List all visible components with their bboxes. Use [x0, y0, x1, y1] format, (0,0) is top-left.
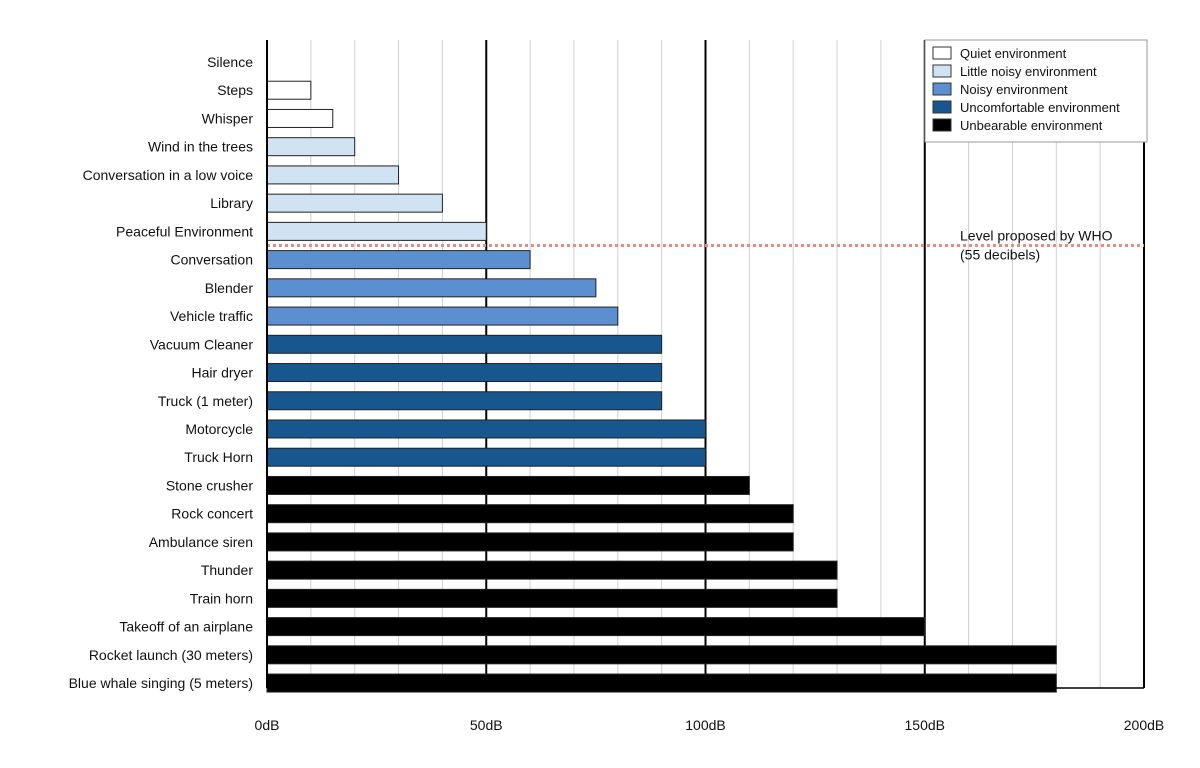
- category-label: Rocket launch (30 meters): [89, 647, 253, 663]
- category-labels: Silence Steps Whisper Wind in the trees Conv…: [69, 54, 254, 691]
- x-tick-label: 100dB: [685, 717, 725, 733]
- legend-swatch: [932, 64, 952, 78]
- legend-label: Quiet environment: [960, 46, 1067, 61]
- bar: [266, 645, 1057, 665]
- bar: [266, 334, 663, 354]
- bar: [266, 419, 706, 439]
- bar: [266, 108, 334, 128]
- bar: [266, 165, 400, 185]
- x-tick-label: 50dB: [470, 717, 503, 733]
- bar: [266, 560, 838, 580]
- bar: [266, 532, 794, 552]
- who-reference-label: Level proposed by WHO: [960, 227, 1113, 243]
- category-label: Rock concert: [171, 506, 253, 522]
- category-label: Conversation: [171, 252, 254, 268]
- category-label: Takeoff of an airplane: [119, 619, 253, 635]
- legend-swatch: [932, 118, 952, 132]
- bar: [266, 673, 1057, 693]
- legend-label: Unbearable environment: [960, 118, 1103, 133]
- x-tick-label: 150dB: [905, 717, 945, 733]
- category-label: Peaceful Environment: [116, 223, 253, 239]
- category-label: Stone crusher: [166, 477, 253, 493]
- bar: [266, 137, 356, 157]
- category-label: Thunder: [201, 562, 253, 578]
- category-label: Ambulance siren: [149, 534, 253, 550]
- category-label: Truck Horn: [184, 449, 253, 465]
- category-label: Blender: [205, 280, 254, 296]
- bar: [266, 221, 487, 241]
- who-reference-sublabel: (55 decibels): [960, 246, 1040, 262]
- category-label: Hair dryer: [192, 365, 254, 381]
- category-label: Silence: [207, 54, 253, 70]
- bar: [266, 306, 619, 326]
- bar: [266, 617, 926, 637]
- legend-box: [924, 39, 1148, 143]
- axis-layer: [266, 40, 1144, 689]
- category-label: Library: [210, 195, 253, 211]
- bar: [266, 475, 750, 495]
- category-label: Motorcycle: [185, 421, 253, 437]
- category-label: Wind in the trees: [148, 139, 253, 155]
- legend-swatch: [932, 100, 952, 114]
- legend-swatch: [932, 82, 952, 96]
- category-label: Vehicle traffic: [170, 308, 253, 324]
- reference-layer: Level proposed by WHO (55 decibels): [267, 227, 1144, 262]
- category-label: Truck (1 meter): [158, 393, 253, 409]
- bar: [266, 193, 443, 213]
- category-label: Vacuum Cleaner: [150, 336, 254, 352]
- bar: [266, 504, 794, 524]
- category-label: Train horn: [190, 590, 253, 606]
- x-tick-label: 0dB: [255, 717, 280, 733]
- bar: [266, 588, 838, 608]
- bar: [266, 250, 531, 270]
- category-label: Blue whale singing (5 meters): [69, 675, 253, 691]
- category-label: Whisper: [202, 110, 254, 126]
- x-tick-label: 200dB: [1124, 717, 1164, 733]
- bar: [266, 447, 706, 467]
- category-label: Conversation in a low voice: [83, 167, 254, 183]
- legend-label: Noisy environment: [960, 82, 1068, 97]
- category-label: Steps: [217, 82, 253, 98]
- bar: [266, 80, 312, 100]
- legend: Quiet environment Little noisy environmen…: [924, 39, 1148, 143]
- bar: [266, 278, 597, 298]
- x-tick-labels: 0dB 50dB 100dB 150dB 200dB: [255, 717, 1165, 733]
- legend-label: Uncomfortable environment: [960, 100, 1120, 115]
- bar: [266, 363, 663, 383]
- legend-label: Little noisy environment: [960, 64, 1097, 79]
- bar: [266, 391, 663, 411]
- legend-swatch: [932, 46, 952, 60]
